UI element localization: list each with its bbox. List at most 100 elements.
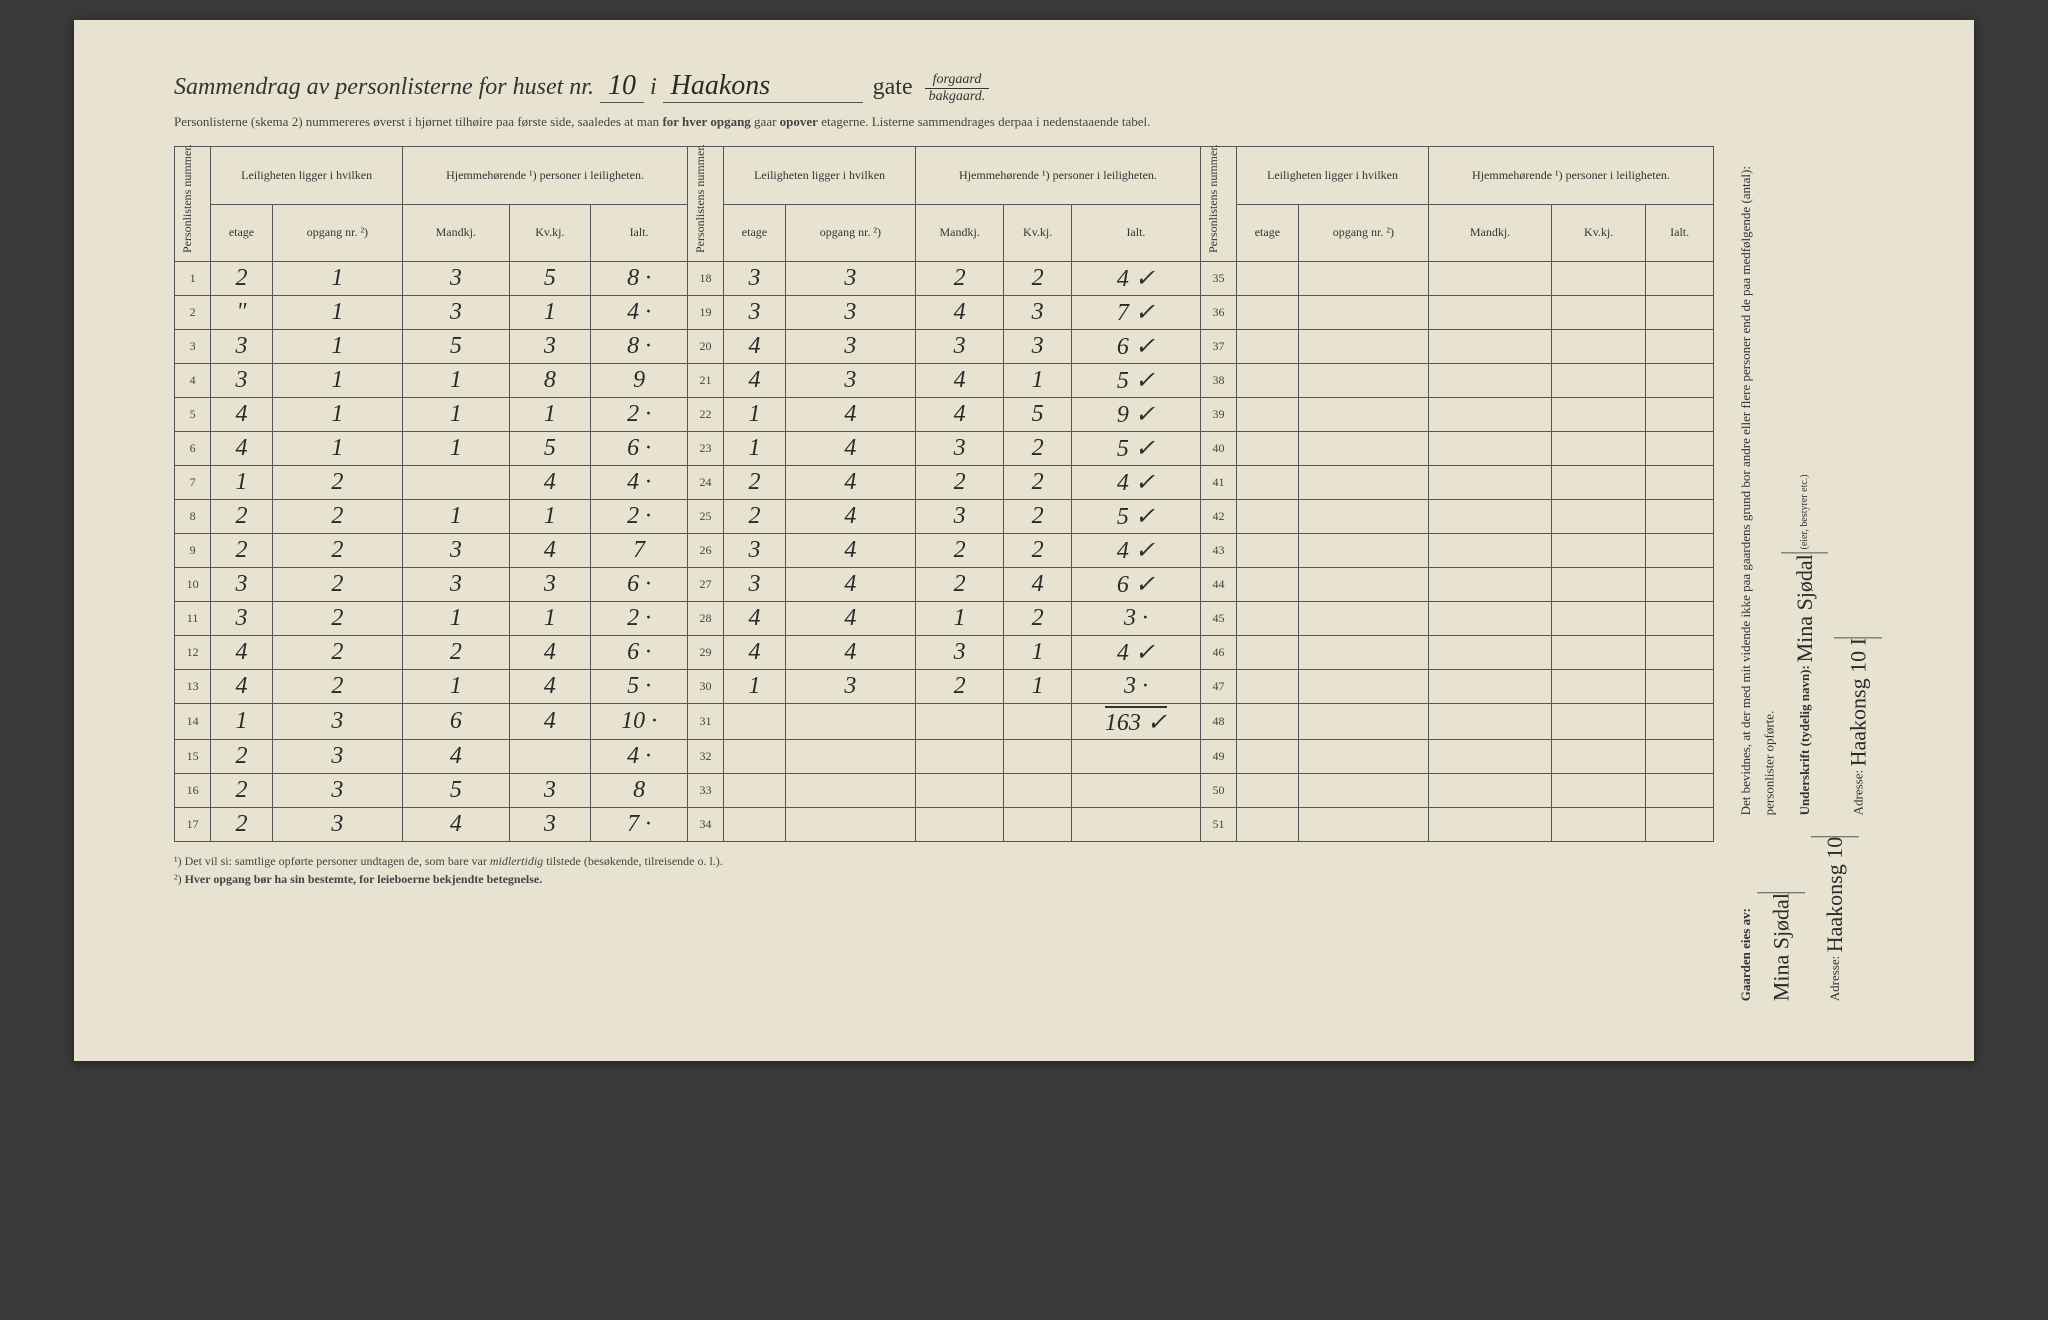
data-cell: 2 — [916, 534, 1004, 568]
row-number: 15 — [175, 740, 211, 774]
data-cell: 7 · — [591, 808, 688, 842]
data-cell — [1298, 602, 1428, 636]
data-cell: 2 · — [591, 602, 688, 636]
row-number: 48 — [1200, 704, 1236, 740]
data-cell — [916, 704, 1004, 740]
data-cell: 1 — [403, 500, 510, 534]
data-cell: 1 — [509, 398, 591, 432]
data-cell: 4 — [724, 636, 786, 670]
data-cell: 5 — [403, 330, 510, 364]
right-panel: Det bevidnes, at der med mit vidende ikk… — [1734, 146, 1914, 1021]
data-cell — [1428, 262, 1551, 296]
data-cell: 4 — [509, 534, 591, 568]
col-leiligheten-2: Leiligheten ligger i hvilken — [724, 147, 916, 205]
data-cell: 3 — [211, 330, 273, 364]
data-cell — [1298, 466, 1428, 500]
data-cell: 5 — [1004, 398, 1072, 432]
data-cell — [1552, 636, 1646, 670]
row-number: 28 — [687, 602, 723, 636]
data-cell — [1237, 774, 1299, 808]
col-etage-3: etage — [1237, 204, 1299, 262]
data-cell: 3 — [272, 740, 402, 774]
row-number: 4 — [175, 364, 211, 398]
row-number: 41 — [1200, 466, 1236, 500]
data-cell: " — [211, 296, 273, 330]
data-cell: 4 — [916, 296, 1004, 330]
data-cell: 10 · — [591, 704, 688, 740]
data-cell — [1646, 534, 1714, 568]
row-number: 31 — [687, 704, 723, 740]
data-cell — [1646, 330, 1714, 364]
data-cell: 2 — [211, 262, 273, 296]
row-number: 16 — [175, 774, 211, 808]
row-number: 47 — [1200, 670, 1236, 704]
data-cell: 3 — [724, 534, 786, 568]
table-row: 152344 ·3249 — [175, 740, 1714, 774]
data-cell — [724, 808, 786, 842]
data-cell — [1298, 432, 1428, 466]
data-cell: 1 — [509, 500, 591, 534]
data-cell: 1 — [272, 296, 402, 330]
data-cell — [1646, 364, 1714, 398]
data-cell: 4 — [211, 398, 273, 432]
data-cell: 2 — [211, 808, 273, 842]
data-cell — [1237, 636, 1299, 670]
data-cell: 1 — [724, 398, 786, 432]
data-cell — [1552, 568, 1646, 602]
data-cell: 4 — [785, 602, 915, 636]
data-cell — [1237, 808, 1299, 842]
data-cell: 2 — [1004, 432, 1072, 466]
table-body: 121358 ·1833224 ✓352"1314 ·1933437 ✓3633… — [175, 262, 1714, 842]
row-number: 36 — [1200, 296, 1236, 330]
data-cell: 3 — [785, 330, 915, 364]
data-cell — [785, 704, 915, 740]
row-number: 26 — [687, 534, 723, 568]
col-kvkj-1: Kv.kj. — [509, 204, 591, 262]
data-cell: 3 — [785, 296, 915, 330]
data-cell — [1428, 432, 1551, 466]
data-cell — [724, 704, 786, 740]
data-cell: 2 — [1004, 466, 1072, 500]
data-cell — [1646, 670, 1714, 704]
data-cell: 3 — [1004, 330, 1072, 364]
data-cell — [1552, 534, 1646, 568]
data-cell: 4 · — [591, 466, 688, 500]
data-cell: 3 — [272, 704, 402, 740]
table-row: 541112 ·2214459 ✓39 — [175, 398, 1714, 432]
data-cell — [1298, 774, 1428, 808]
data-cell: 4 ✓ — [1071, 466, 1200, 500]
data-cell — [1237, 602, 1299, 636]
data-cell: 5 ✓ — [1071, 364, 1200, 398]
census-table: Personlistens nummer. Leiligheten ligger… — [174, 146, 1714, 842]
data-cell: 2 — [272, 602, 402, 636]
data-cell: 7 — [591, 534, 688, 568]
data-cell: 1 — [272, 398, 402, 432]
data-cell: 4 · — [591, 296, 688, 330]
data-cell — [1552, 262, 1646, 296]
adresse-sub: (eier, bestyrer etc.) — [1799, 475, 1810, 550]
row-number: 38 — [1200, 364, 1236, 398]
data-cell: 5 — [509, 432, 591, 466]
data-cell: 1 — [509, 296, 591, 330]
gaarden-label: Gaarden eies av: — [1738, 908, 1753, 1001]
data-cell — [1071, 740, 1200, 774]
col-personlistens-3: Personlistens nummer. — [1204, 149, 1223, 259]
data-cell: 3 — [509, 774, 591, 808]
data-cell: 3 — [272, 808, 402, 842]
col-ialt-3: Ialt. — [1646, 204, 1714, 262]
table-row: 2"1314 ·1933437 ✓36 — [175, 296, 1714, 330]
data-cell — [1646, 296, 1714, 330]
data-cell: 2 — [272, 500, 402, 534]
title-pre: Sammendrag av personlisterne for huset n… — [174, 74, 594, 100]
data-cell — [1552, 774, 1646, 808]
data-cell: 1 — [1004, 636, 1072, 670]
data-cell — [1428, 500, 1551, 534]
data-cell: 2 — [211, 740, 273, 774]
data-cell — [785, 808, 915, 842]
data-cell: 2 · — [591, 398, 688, 432]
row-number: 22 — [687, 398, 723, 432]
data-cell: 4 — [785, 534, 915, 568]
data-cell — [1237, 740, 1299, 774]
data-cell: 2 — [211, 774, 273, 808]
data-cell: 1 — [211, 704, 273, 740]
